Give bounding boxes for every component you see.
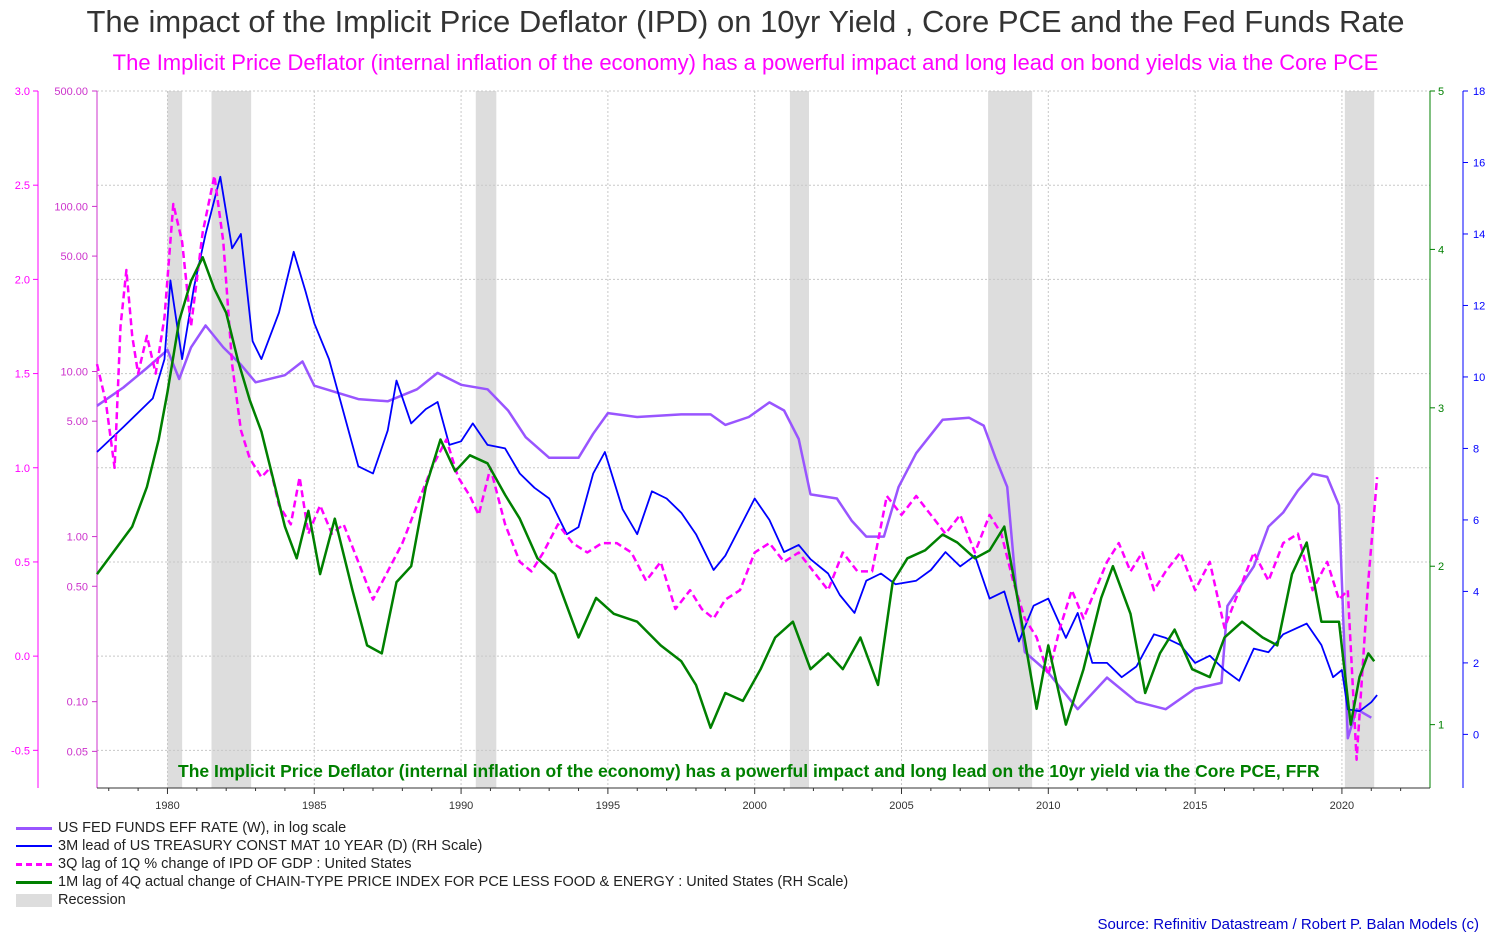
y-tick-label: 5: [1438, 86, 1444, 98]
y-tick-label: 10.00: [60, 366, 88, 378]
legend-label: 3M lead of US TREASURY CONST MAT 10 YEAR…: [58, 838, 483, 854]
legend-swatch: [16, 826, 52, 830]
y-tick-label: 12: [1473, 300, 1485, 312]
chart-legend: US FED FUNDS EFF RATE (W), in log scale …: [16, 819, 848, 909]
y-tick-label: 2.5: [15, 180, 30, 192]
x-tick-label: 2020: [1330, 800, 1354, 812]
series-line: [96, 175, 1378, 713]
recession-band: [475, 91, 497, 788]
x-tick-label: 1995: [596, 800, 620, 812]
x-tick-label: 2000: [742, 800, 766, 812]
y-tick-label: 10: [1473, 372, 1485, 384]
legend-swatch: [16, 880, 52, 884]
y-tick-label: 5.00: [67, 416, 88, 428]
chart-title: The impact of the Implicit Price Deflato…: [86, 4, 1405, 39]
chart-subtitle: The Implicit Price Deflator (internal in…: [112, 50, 1379, 75]
y-tick-label: 8: [1473, 443, 1479, 455]
chart-annotation: The Implicit Price Deflator (internal in…: [178, 761, 1320, 781]
legend-item-ust10y: 3M lead of US TREASURY CONST MAT 10 YEAR…: [16, 837, 848, 855]
x-tick-label: 1985: [302, 800, 326, 812]
y-tick-label: 0.50: [67, 581, 88, 593]
recession-band: [988, 91, 1033, 788]
recession-band: [167, 91, 183, 788]
y-tick-label: 0: [1473, 729, 1479, 741]
y-tick-label: 2: [1438, 561, 1444, 573]
legend-label: Recession: [58, 892, 126, 908]
x-tick-label: 2010: [1036, 800, 1060, 812]
y-tick-label: 18: [1473, 86, 1485, 98]
y-tick-label: 0.0: [15, 651, 30, 663]
y-tick-label: 4: [1473, 586, 1479, 598]
x-tick-label: 2015: [1183, 800, 1207, 812]
y-tick-label: 16: [1473, 157, 1485, 169]
y-tick-label: 3.0: [15, 86, 30, 98]
legend-item-fed-funds: US FED FUNDS EFF RATE (W), in log scale: [16, 819, 848, 837]
y-tick-label: 1: [1438, 720, 1444, 732]
legend-swatch: [16, 845, 52, 848]
y-tick-label: 0.05: [67, 746, 88, 758]
legend-item-ipd: 3Q lag of 1Q % change of IPD OF GDP : Un…: [16, 855, 848, 873]
legend-swatch: [16, 893, 52, 907]
y-tick-label: 14: [1473, 229, 1485, 241]
y-tick-label: 100.00: [54, 201, 88, 213]
y-tick-label: 2: [1473, 658, 1479, 670]
y-tick-label: 1.5: [15, 369, 30, 381]
y-tick-label: 1.0: [15, 463, 30, 475]
x-tick-label: 1990: [449, 800, 473, 812]
legend-label: US FED FUNDS EFF RATE (W), in log scale: [58, 820, 347, 836]
y-tick-label: 1.00: [67, 532, 88, 544]
y-tick-label: 0.5: [15, 557, 30, 569]
x-tick-label: 1980: [155, 800, 179, 812]
y-tick-label: -0.5: [11, 745, 30, 757]
series-line: [96, 324, 1372, 740]
y-tick-label: 50.00: [60, 251, 88, 263]
legend-swatch: [16, 862, 52, 866]
legend-label: 3Q lag of 1Q % change of IPD OF GDP : Un…: [58, 856, 412, 872]
recession-band: [1344, 91, 1375, 788]
series-line: [95, 174, 1379, 761]
series-line: [95, 256, 1376, 730]
legend-label: 1M lag of 4Q actual change of CHAIN-TYPE…: [58, 874, 849, 890]
recession-band: [211, 91, 252, 788]
legend-item-core-pce: 1M lag of 4Q actual change of CHAIN-TYPE…: [16, 873, 848, 891]
y-tick-label: 6: [1473, 515, 1479, 527]
legend-item-recession: Recession: [16, 891, 848, 909]
y-tick-label: 500.00: [54, 86, 88, 98]
source-note: Source: Refinitiv Datastream / Robert P.…: [1097, 916, 1479, 933]
y-tick-label: 2.0: [15, 274, 30, 286]
y-tick-label: 0.10: [67, 697, 88, 709]
y-tick-label: 4: [1438, 244, 1444, 256]
x-tick-label: 2005: [889, 800, 913, 812]
y-tick-label: 3: [1438, 403, 1444, 415]
